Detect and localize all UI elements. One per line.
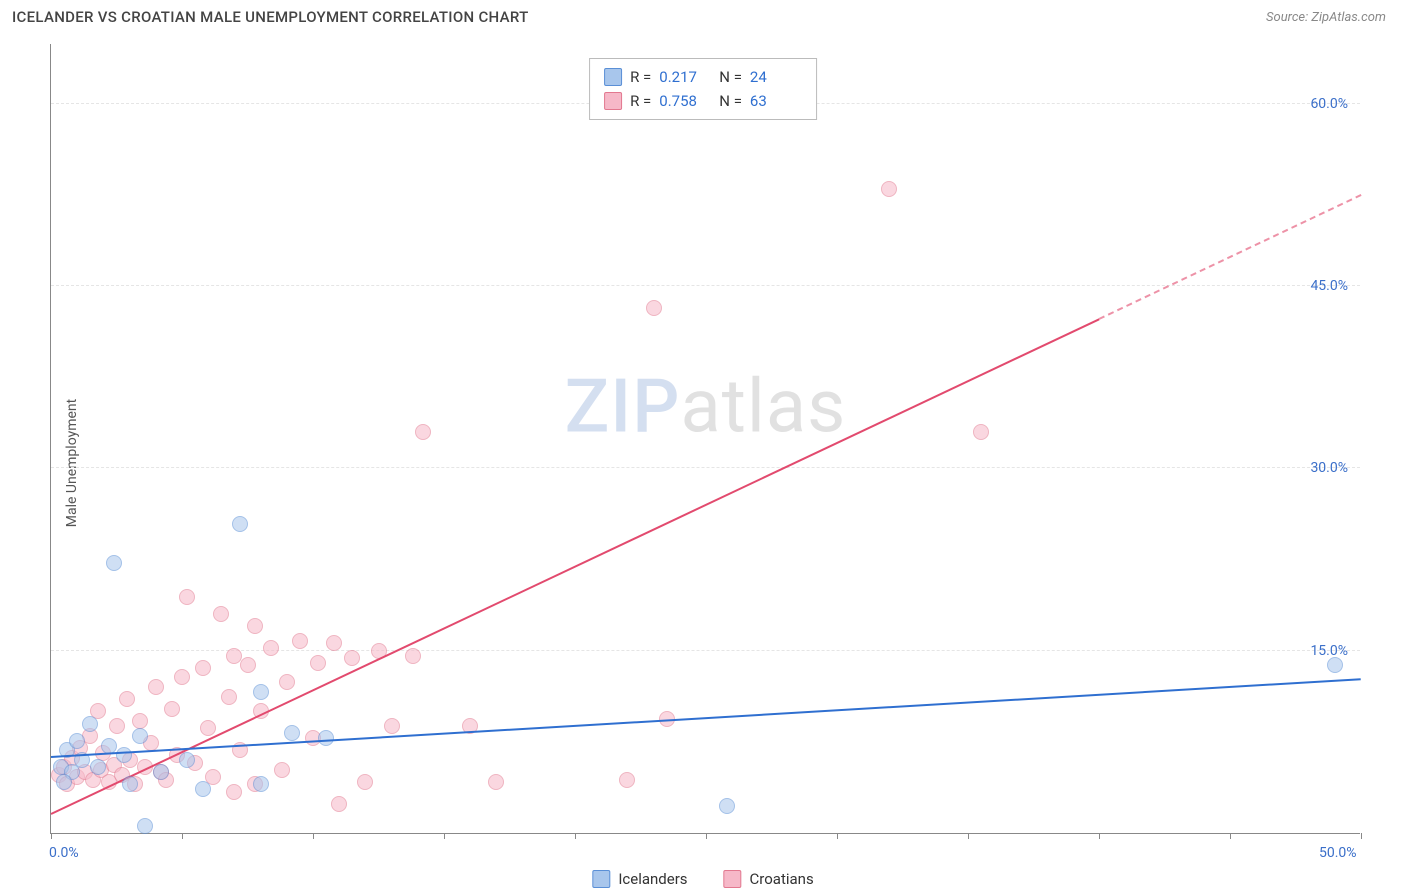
data-point: [619, 772, 635, 788]
data-point: [488, 774, 504, 790]
legend-item: Icelanders: [592, 870, 687, 888]
r-label: R =: [630, 89, 651, 113]
data-point: [174, 669, 190, 685]
data-point: [106, 555, 122, 571]
y-tick-label: 15.0%: [1310, 643, 1348, 659]
legend-swatch: [604, 92, 622, 110]
x-tick: [1230, 833, 1231, 839]
data-point: [221, 689, 237, 705]
x-tick: [1099, 833, 1100, 839]
data-point: [253, 684, 269, 700]
data-point: [119, 691, 135, 707]
data-point: [164, 701, 180, 717]
x-tick: [1361, 833, 1362, 839]
data-point: [1327, 657, 1343, 673]
x-tick: [837, 833, 838, 839]
r-value: 0.217: [659, 65, 711, 89]
watermark: ZIPatlas: [565, 363, 847, 450]
x-tick: [313, 833, 314, 839]
data-point: [263, 640, 279, 656]
data-point: [116, 747, 132, 763]
legend-item: Croatians: [724, 870, 814, 888]
data-point: [384, 718, 400, 734]
data-point: [292, 633, 308, 649]
data-point: [318, 730, 334, 746]
data-point: [405, 648, 421, 664]
x-tick-label: 0.0%: [49, 845, 79, 861]
x-tick: [51, 833, 52, 839]
data-point: [232, 516, 248, 532]
x-tick: [182, 833, 183, 839]
data-point: [226, 784, 242, 800]
n-value: 24: [750, 65, 802, 89]
data-point: [274, 762, 290, 778]
source-text: Source: ZipAtlas.com: [1266, 10, 1386, 25]
data-point: [101, 738, 117, 754]
data-point: [253, 776, 269, 792]
legend-swatch: [604, 68, 622, 86]
trend-line: [51, 318, 1100, 814]
n-label: N =: [719, 65, 742, 89]
data-point: [646, 300, 662, 316]
legend-label: Icelanders: [618, 870, 687, 888]
y-tick-label: 30.0%: [1310, 460, 1348, 476]
series-legend: Icelanders Croatians: [592, 870, 813, 888]
y-tick-label: 60.0%: [1310, 96, 1348, 112]
data-point: [195, 781, 211, 797]
data-point: [137, 818, 153, 834]
data-point: [344, 650, 360, 666]
legend-swatch: [724, 870, 742, 888]
data-point: [719, 798, 735, 814]
data-point: [326, 635, 342, 651]
gridline: [51, 650, 1360, 651]
data-point: [331, 796, 347, 812]
y-tick-label: 45.0%: [1310, 278, 1348, 294]
data-point: [69, 733, 85, 749]
legend-row: R = 0.217 N = 24: [604, 65, 802, 89]
data-point: [148, 679, 164, 695]
data-point: [132, 728, 148, 744]
data-point: [310, 655, 326, 671]
data-point: [153, 764, 169, 780]
data-point: [109, 718, 125, 734]
gridline: [51, 467, 1360, 468]
r-label: R =: [630, 65, 651, 89]
trend-line-dashed: [1099, 194, 1362, 320]
data-point: [122, 776, 138, 792]
legend-swatch: [592, 870, 610, 888]
data-point: [179, 752, 195, 768]
data-point: [279, 674, 295, 690]
r-value: 0.758: [659, 89, 711, 113]
data-point: [90, 759, 106, 775]
data-point: [247, 618, 263, 634]
data-point: [82, 716, 98, 732]
plot-area: ZIPatlas 15.0%30.0%45.0%60.0%0.0%50.0%: [50, 44, 1360, 834]
data-point: [195, 660, 211, 676]
data-point: [179, 589, 195, 605]
data-point: [415, 424, 431, 440]
data-point: [881, 181, 897, 197]
legend-label: Croatians: [750, 870, 814, 888]
legend-row: R = 0.758 N = 63: [604, 89, 802, 113]
x-tick: [575, 833, 576, 839]
n-label: N =: [719, 89, 742, 113]
data-point: [213, 606, 229, 622]
data-point: [357, 774, 373, 790]
data-point: [132, 713, 148, 729]
x-tick: [968, 833, 969, 839]
correlation-legend: R = 0.217 N = 24 R = 0.758 N = 63: [589, 58, 817, 120]
data-point: [200, 720, 216, 736]
data-point: [284, 725, 300, 741]
n-value: 63: [750, 89, 802, 113]
data-point: [56, 774, 72, 790]
data-point: [240, 657, 256, 673]
trend-line: [51, 678, 1361, 758]
x-tick-label: 50.0%: [1319, 845, 1357, 861]
data-point: [973, 424, 989, 440]
x-tick: [444, 833, 445, 839]
x-tick: [706, 833, 707, 839]
chart-title: ICELANDER VS CROATIAN MALE UNEMPLOYMENT …: [12, 8, 529, 26]
chart-container: Male Unemployment ZIPatlas 15.0%30.0%45.…: [0, 34, 1406, 892]
